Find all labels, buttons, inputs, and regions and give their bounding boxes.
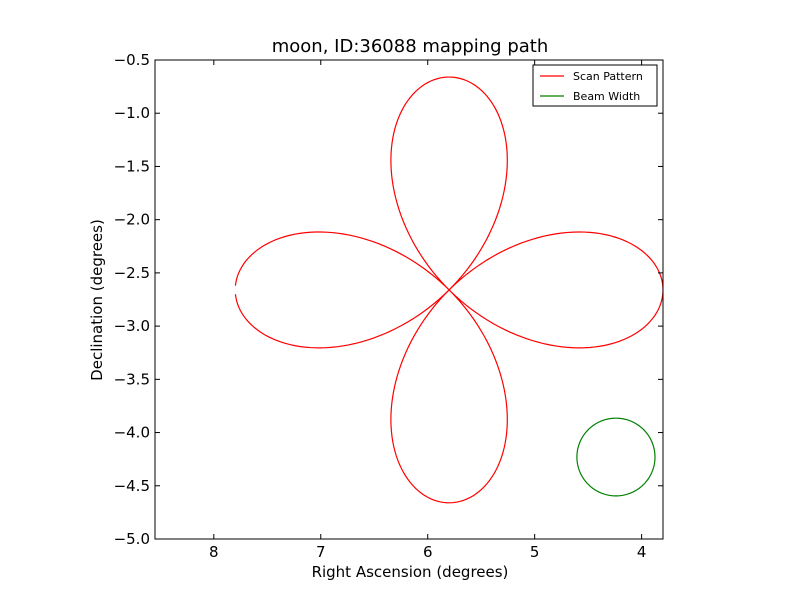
legend-label-beam-width: Beam Width [573,90,640,103]
x-tick-label: 5 [530,543,540,561]
y-ticks: −0.5 −1.0 −1.5 −2.0 −2.5 −3.0 −3.5 −4.0 −4.5 −5.0 [114,51,663,548]
legend: Scan Pattern Beam Width [532,64,658,107]
data-layer [234,76,663,504]
y-axis-label: Declination (degrees) [88,219,106,381]
x-tick-label: 6 [423,543,433,561]
scan-pattern-line [234,76,663,504]
x-axis-label: Right Ascension (degrees) [312,563,509,581]
y-tick-label: −5.0 [114,530,150,548]
x-tick-label: 7 [316,543,326,561]
y-tick-label: −3.5 [114,370,150,388]
legend-label-scan-pattern: Scan Pattern [573,70,643,83]
legend-box [532,64,658,107]
axes-frame [154,59,664,540]
y-tick-label: −3.0 [114,317,150,335]
chart-title: moon, ID:36088 mapping path [272,36,549,57]
y-tick-label: −0.5 [114,51,150,69]
y-tick-label: −4.0 [114,424,150,442]
y-tick-label: −1.0 [114,104,150,122]
y-tick-label: −1.5 [114,157,150,175]
beam-width-circle [576,417,656,497]
x-ticks: 8 7 6 5 4 [209,60,646,561]
x-tick-label: 4 [637,543,647,561]
y-tick-label: −4.5 [114,477,150,495]
y-tick-label: −2.5 [114,264,150,282]
plot-area [155,60,663,539]
x-tick-label: 8 [209,543,219,561]
y-tick-label: −2.0 [114,211,150,229]
